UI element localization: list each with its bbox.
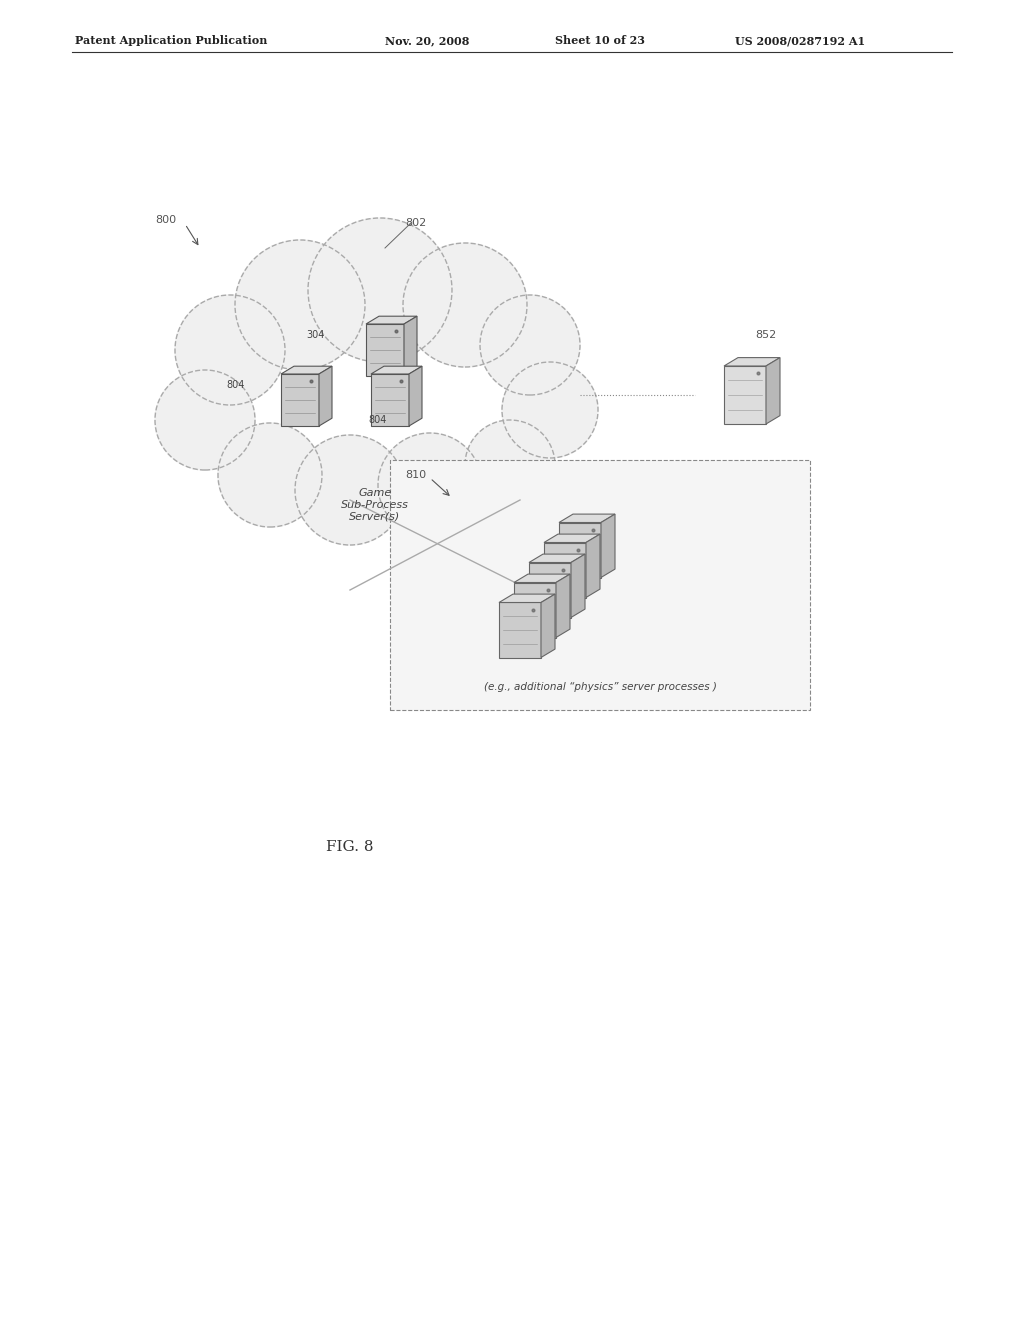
Polygon shape — [409, 366, 422, 426]
Text: 852: 852 — [755, 330, 776, 341]
Polygon shape — [529, 554, 585, 562]
Polygon shape — [559, 513, 615, 523]
Polygon shape — [499, 602, 541, 657]
Polygon shape — [601, 513, 615, 578]
Polygon shape — [499, 594, 555, 602]
Circle shape — [480, 294, 580, 395]
Circle shape — [175, 294, 285, 405]
Polygon shape — [529, 562, 571, 618]
Text: 804: 804 — [226, 380, 245, 389]
Text: (e.g., additional “physics” server processes ): (e.g., additional “physics” server proce… — [483, 682, 717, 692]
Polygon shape — [366, 323, 404, 376]
Circle shape — [218, 422, 322, 527]
Polygon shape — [544, 543, 586, 598]
Polygon shape — [766, 358, 780, 424]
Polygon shape — [366, 317, 417, 323]
Polygon shape — [404, 317, 417, 376]
Polygon shape — [556, 574, 570, 638]
Circle shape — [155, 370, 255, 470]
Circle shape — [465, 420, 555, 510]
Polygon shape — [724, 366, 766, 424]
Text: FIG. 8: FIG. 8 — [327, 840, 374, 854]
Polygon shape — [371, 374, 409, 426]
Polygon shape — [514, 574, 570, 582]
Text: 804: 804 — [368, 414, 386, 425]
Text: 810: 810 — [406, 470, 426, 480]
Circle shape — [308, 218, 452, 362]
Polygon shape — [514, 582, 556, 638]
Text: Patent Application Publication: Patent Application Publication — [75, 36, 267, 46]
Circle shape — [234, 240, 365, 370]
Polygon shape — [281, 374, 319, 426]
Text: Game
Sub-Process
Server(s): Game Sub-Process Server(s) — [341, 488, 409, 521]
Polygon shape — [544, 535, 600, 543]
Polygon shape — [371, 366, 422, 374]
Circle shape — [502, 362, 598, 458]
Polygon shape — [571, 554, 585, 618]
Text: Nov. 20, 2008: Nov. 20, 2008 — [385, 36, 469, 46]
Circle shape — [378, 433, 482, 537]
Text: Sheet 10 of 23: Sheet 10 of 23 — [555, 36, 645, 46]
Circle shape — [403, 243, 527, 367]
Polygon shape — [281, 366, 332, 374]
Text: 800: 800 — [155, 215, 176, 224]
Polygon shape — [541, 594, 555, 657]
FancyBboxPatch shape — [390, 459, 810, 710]
Circle shape — [295, 436, 406, 545]
Polygon shape — [559, 523, 601, 578]
Text: 304: 304 — [306, 330, 325, 341]
Polygon shape — [724, 358, 780, 366]
Text: 802: 802 — [406, 218, 426, 228]
Text: US 2008/0287192 A1: US 2008/0287192 A1 — [735, 36, 865, 46]
Polygon shape — [319, 366, 332, 426]
Polygon shape — [586, 535, 600, 598]
